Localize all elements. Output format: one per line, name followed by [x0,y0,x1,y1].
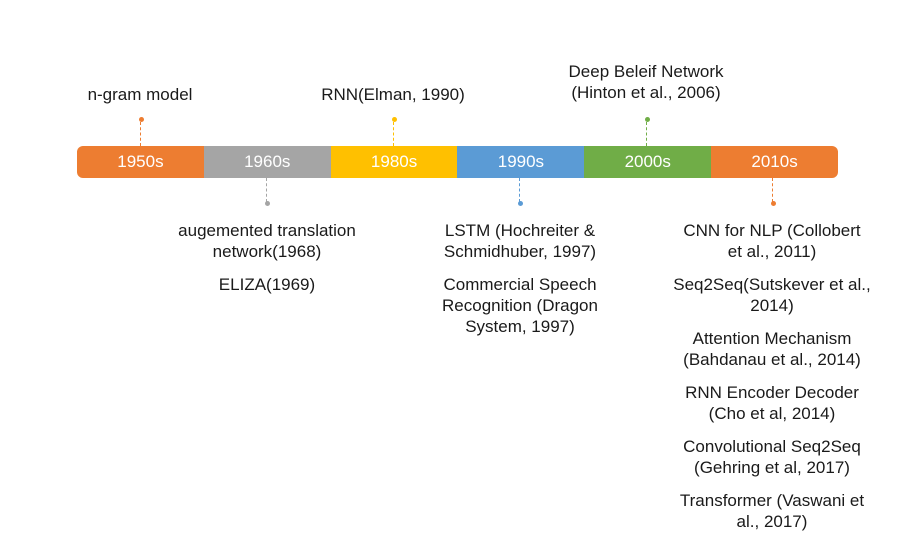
label-deep-belief-network: Deep Beleif Network (Hinton et al., 2006… [536,61,756,103]
connector-2010s [772,178,773,202]
group-1960s: augemented translation network(1968) ELI… [152,220,382,295]
segment-1960s: 1960s [203,146,331,178]
segment-2010s: 2010s [711,146,838,178]
dbn-line-2: (Hinton et al., 2006) [571,83,721,102]
event-cnn-for-nlp: CNN for NLP (Collobert et al., 2011) [683,221,861,261]
connector-1960s [266,178,267,202]
event-transformer: Transformer (Vaswani et al., 2017) [679,491,865,531]
segment-2000s: 2000s [584,146,712,178]
label-rnn-elman: RNN(Elman, 1990) [321,85,465,104]
connector-1950s [140,122,141,146]
marker-dot-1960s [264,201,270,206]
marker-dot-2000s [644,117,650,122]
event-attention-mechanism: Attention Mechanism (Bahdanau et al., 20… [683,329,861,369]
event-seq2seq: Seq2Seq(Sutskever et al., 2014) [673,275,871,315]
event-convolutional-seq2seq: Convolutional Seq2Seq (Gehring et al, 20… [683,437,861,477]
event-augmented-translation-network: augemented translation network(1968) [178,221,356,261]
connector-1980s [393,122,394,146]
group-2010s: CNN for NLP (Collobert et al., 2011) Seq… [655,220,889,532]
segment-1980s: 1980s [330,146,458,178]
label-ngram-model: n-gram model [87,85,193,104]
event-rnn-encoder-decoder: RNN Encoder Decoder (Cho et al, 2014) [685,383,859,423]
dbn-line-1: Deep Beleif Network [568,62,724,81]
segment-1990s: 1990s [457,146,585,178]
group-1990s: LSTM (Hochreiter & Schmidhuber, 1997) Co… [410,220,630,337]
connector-1990s [519,178,520,202]
timeline-bar: 1950s 1960s 1980s 1990s 2000s 2010s [77,146,838,178]
marker-dot-1990s [517,201,523,206]
segment-1950s: 1950s [77,146,204,178]
event-eliza: ELIZA(1969) [218,275,316,294]
connector-2000s [646,122,647,146]
marker-dot-1950s [138,117,144,122]
marker-dot-1980s [391,117,397,122]
marker-dot-2010s [770,201,776,206]
event-lstm: LSTM (Hochreiter & Schmidhuber, 1997) [443,221,597,261]
event-commercial-speech-recognition: Commercial Speech Recognition (Dragon Sy… [442,275,598,336]
